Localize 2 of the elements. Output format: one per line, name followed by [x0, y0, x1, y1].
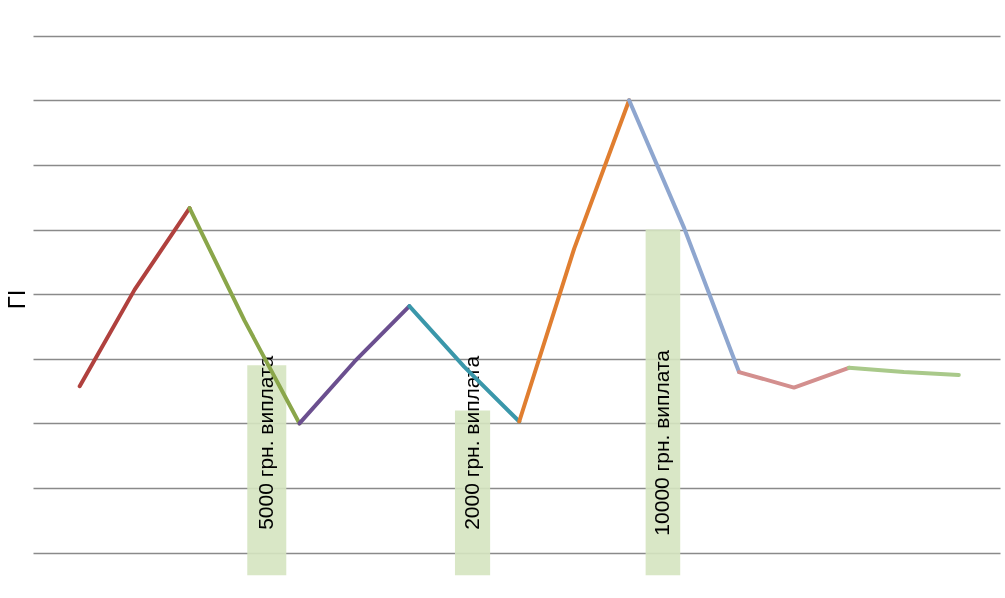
- annotation: 10000 грн. виплата: [649, 349, 673, 536]
- y-axis-title: ГІ: [2, 289, 30, 310]
